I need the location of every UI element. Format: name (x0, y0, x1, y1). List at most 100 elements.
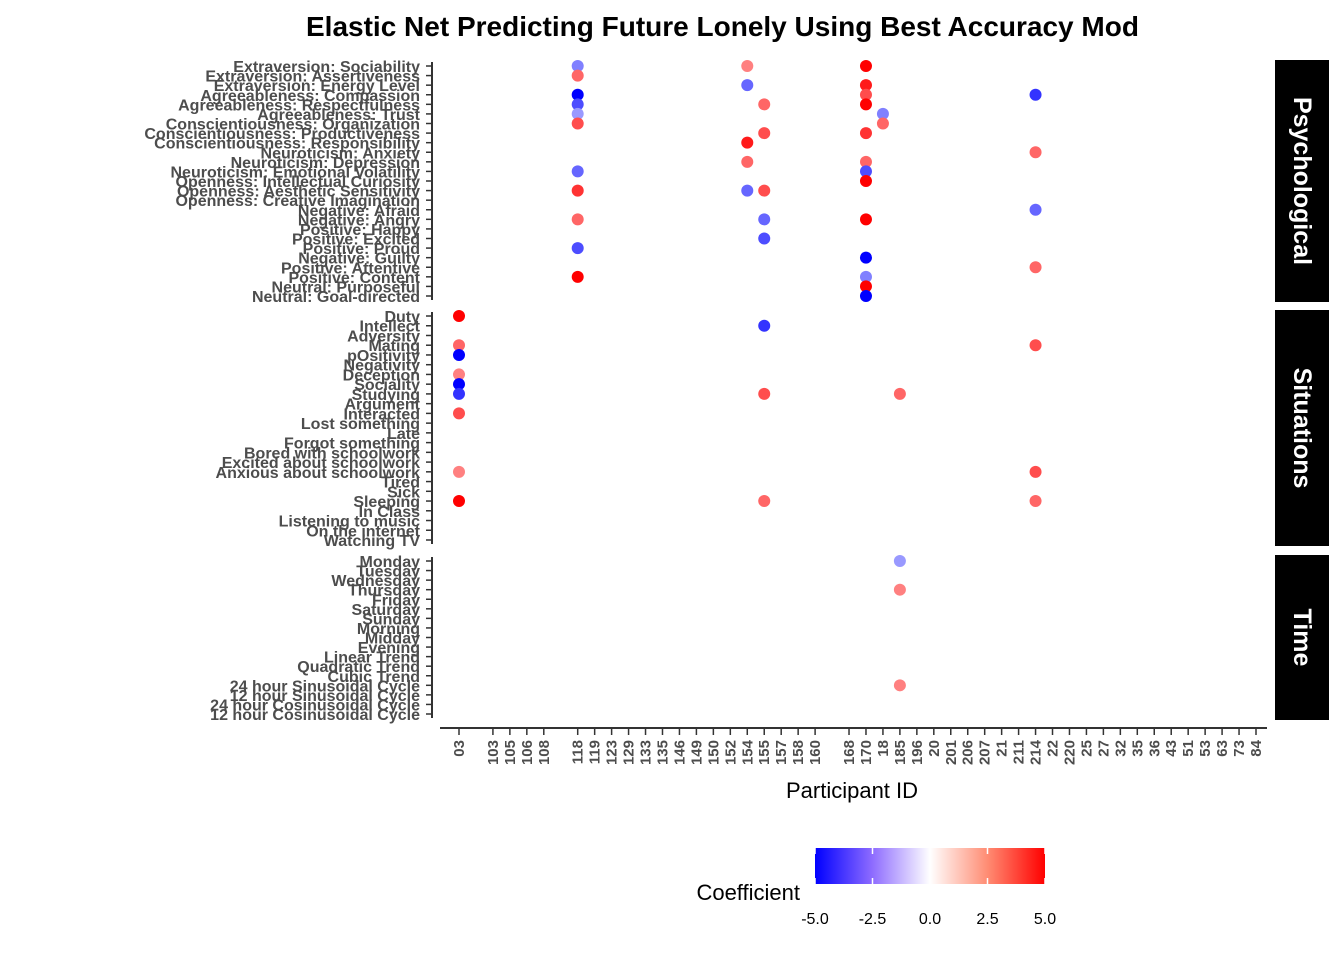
y-tick-label: Mating (368, 338, 420, 355)
y-tick-label: Openness: Intellectual Curiosity (176, 174, 421, 191)
facet-label: Time (1288, 609, 1316, 667)
x-tick-label: 158 (790, 740, 807, 765)
coefficient-point (758, 127, 771, 140)
coefficient-point (859, 213, 872, 226)
coefficient-point (453, 407, 465, 420)
coefficient-point (571, 213, 584, 226)
x-tick-label: 149 (688, 740, 705, 765)
legend-tick-label: 2.5 (976, 911, 998, 928)
coefficient-point (571, 98, 584, 111)
y-tick-label: Watching TV (324, 533, 421, 550)
legend-tick-label: -2.5 (859, 911, 887, 928)
legend-tick-label: 0.0 (919, 911, 941, 928)
x-tick-label: 35 (1129, 740, 1146, 757)
facet-label: Situations (1288, 368, 1316, 489)
y-tick-label: Excited about schoolwork (222, 455, 420, 472)
coefficient-point (859, 60, 872, 72)
y-tick-label: Tired (381, 475, 420, 492)
x-tick-label: 108 (536, 740, 553, 765)
coefficient-point (859, 155, 872, 168)
y-tick-label: Negative: Afraid (298, 203, 420, 220)
coefficient-point (571, 270, 584, 283)
x-tick-label: 214 (1028, 739, 1045, 765)
coefficient-point (571, 165, 584, 178)
x-tick-label: 133 (638, 740, 655, 765)
coefficient-point (1029, 203, 1042, 216)
y-tick-label: Forgot something (284, 436, 420, 453)
x-tick-label: 185 (892, 740, 909, 765)
y-tick-label: Positive: Attentive (281, 260, 420, 277)
y-tick-label: Neutral: Goal-directed (252, 289, 420, 306)
coefficient-point (859, 251, 872, 264)
facet-strip (1275, 310, 1329, 546)
chart-title: Elastic Net Predicting Future Lonely Usi… (306, 11, 1139, 42)
y-tick-label: Bored with schoolwork (244, 445, 420, 462)
y-tick-label: Negative: Angry (298, 212, 420, 229)
y-tick-label: Extraversion: Energy Level (214, 78, 420, 95)
coefficient-point (876, 107, 889, 120)
coefficient-point (571, 88, 584, 101)
coefficient-point (571, 107, 584, 120)
y-tick-label: Linear Trend (324, 650, 420, 667)
legend-title: Coefficient (696, 880, 800, 905)
x-tick-label: 211 (1011, 740, 1028, 764)
coefficient-point (859, 79, 872, 92)
x-tick-label: 25 (1078, 740, 1095, 757)
legend-tick-label: 5.0 (1034, 911, 1056, 928)
x-tick-label: 201 (943, 740, 960, 765)
y-tick-label: pOsitivity (347, 348, 420, 365)
y-tick-label: Argument (344, 397, 420, 414)
coefficient-point (453, 348, 465, 361)
coefficient-point (453, 310, 465, 322)
y-tick-label: Anxious about schoolwork (216, 465, 421, 482)
y-tick-label: Positive: Proud (303, 241, 420, 258)
y-tick-label: Thursday (348, 583, 420, 600)
coefficient-point (741, 79, 754, 92)
coefficient-point (1029, 339, 1042, 352)
y-tick-label: Positive: Content (288, 270, 420, 287)
x-tick-label: 170 (858, 740, 875, 765)
x-tick-label: 03 (451, 740, 468, 757)
y-tick-label: Neuroticism: Depression (231, 155, 420, 172)
coefficient-point (859, 175, 872, 187)
y-tick-label: Extraversion: Assertiveness (205, 69, 420, 86)
x-tick-label: 32 (1112, 740, 1129, 757)
x-tick-label: 118 (570, 740, 587, 764)
y-tick-label: Adversity (347, 328, 420, 345)
y-tick-label: Friday (372, 592, 420, 609)
y-tick-label: On the internet (306, 523, 420, 540)
y-tick-label: 12 hour Sinusoidal Cycle (230, 688, 420, 705)
x-tick-label: 129 (621, 740, 638, 765)
y-tick-label: Agreeableness: Trust (257, 107, 420, 124)
y-tick-label: Monday (360, 554, 421, 571)
y-tick-label: Intellect (360, 319, 421, 336)
x-tick-label: 119 (587, 740, 604, 764)
x-tick-label: 63 (1214, 740, 1231, 757)
y-tick-label: Interacted (344, 406, 420, 423)
coefficient-point (453, 387, 465, 400)
x-tick-label: 20 (926, 740, 943, 757)
y-tick-label: 24 hour Sinusoidal Cycle (230, 678, 420, 695)
x-tick-label: 207 (977, 740, 994, 765)
y-tick-label: Morning (357, 621, 420, 638)
x-tick-label: 22 (1045, 740, 1062, 757)
coefficient-point (859, 290, 872, 302)
coefficient-point (1029, 495, 1042, 508)
facet-strip (1275, 555, 1329, 720)
x-tick-label: 21 (994, 740, 1011, 757)
x-tick-label: 155 (756, 740, 773, 765)
y-tick-label: Openness: Creative Imagination (175, 193, 420, 210)
x-tick-label: 106 (519, 740, 536, 765)
y-tick-label: Sick (387, 484, 420, 501)
x-axis-title: Participant ID (786, 778, 918, 803)
coefficient-point (453, 495, 465, 508)
coefficient-point (453, 368, 465, 381)
coefficient-point (758, 232, 771, 245)
x-tick-label: 51 (1180, 740, 1197, 757)
facet-strip (1275, 60, 1329, 302)
y-tick-label: Negativity (344, 358, 421, 375)
y-tick-label: Agreeableness: Compassion (200, 88, 420, 105)
y-tick-label: Conscientiousness: Organization (166, 117, 420, 134)
coefficient-point (741, 155, 754, 168)
coefficient-points (453, 60, 1042, 692)
